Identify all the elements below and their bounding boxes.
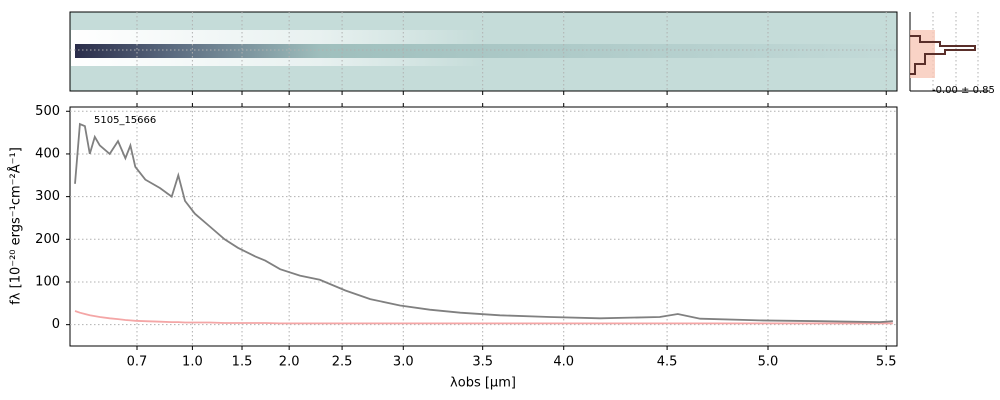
side-histogram: -0.00 ± 0.85	[909, 12, 995, 96]
spectrum-line	[74, 310, 893, 325]
x-tick-label: 1.0	[182, 355, 203, 370]
spectrum-line	[74, 122, 893, 324]
annotation: 5105_15666	[94, 115, 156, 126]
spectrum-2d	[69, 11, 898, 92]
side-label: -0.00 ± 0.85	[932, 85, 995, 96]
y-tick-label: 400	[35, 146, 60, 161]
y-tick-label: 0	[52, 317, 60, 332]
x-tick-label: 3.5	[472, 355, 493, 370]
x-tick-label: 3.0	[393, 355, 414, 370]
x-tick-label: 2.0	[279, 355, 300, 370]
x-axis-label: λobs [μm]	[450, 376, 516, 391]
x-tick-label: 5.5	[876, 355, 897, 370]
x-tick-label: 4.0	[553, 355, 574, 370]
y-axis-label: fλ [10⁻²⁰ ergs⁻¹cm⁻²Å⁻¹]	[8, 147, 24, 305]
y-tick-label: 200	[35, 232, 60, 247]
x-tick-label: 1.5	[232, 355, 253, 370]
x-tick-label: 2.5	[332, 355, 353, 370]
x-tick-label: 5.0	[758, 355, 779, 370]
plot-frame	[69, 106, 898, 347]
x-tick-label: 0.7	[127, 355, 148, 370]
y-tick-label: 500	[35, 104, 60, 119]
y-tick-label: 300	[35, 189, 60, 204]
y-tick-label: 100	[35, 274, 60, 289]
x-tick-label: 4.5	[657, 355, 678, 370]
